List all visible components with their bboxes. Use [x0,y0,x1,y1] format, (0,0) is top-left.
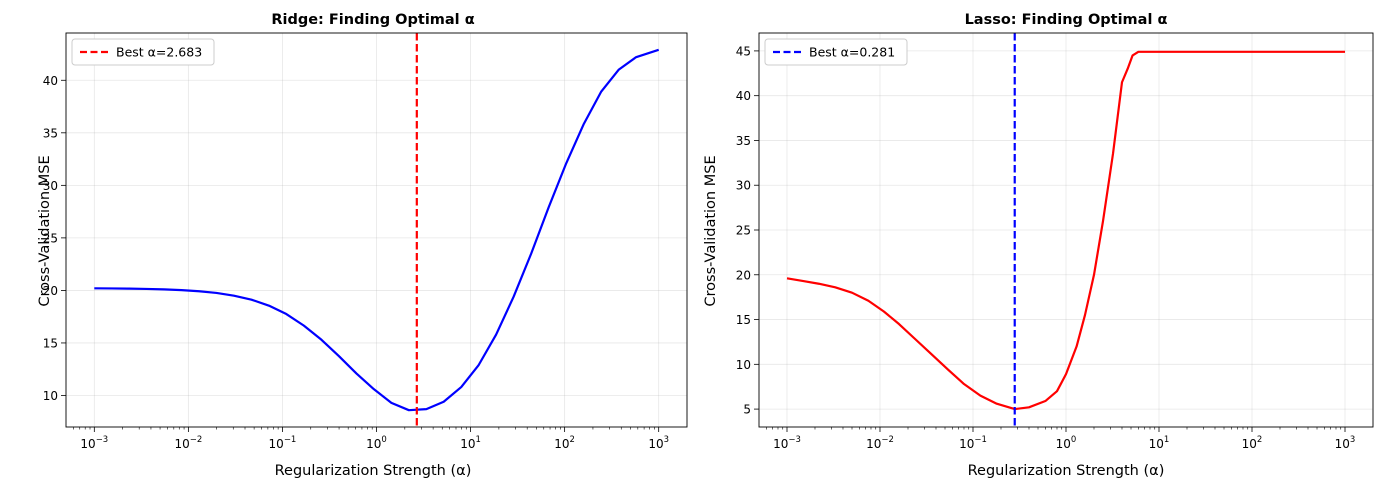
lasso-legend: Best α=0.281 [764,38,908,66]
lasso-gridlines [759,33,1373,427]
lasso-axis-ticks: 10−3 10−2 10−1 100 101 102 103 5 10 15 20 25 30 35 40 4… [736,44,1356,451]
ridge-y-tick-label: 20 [43,284,58,298]
lasso-series-layer [786,50,1345,411]
lasso-legend-box [764,38,908,66]
lasso-y-tick-label: 10 [736,358,751,372]
lasso-x-tick-label: 10−1 [959,435,987,451]
ridge-legend-box [71,38,215,66]
ridge-y-tick-label: 40 [43,74,58,88]
lasso-y-tick-label: 25 [736,224,751,238]
lasso-x-tick-label: 102 [1242,435,1263,451]
ridge-cv-mse-line [94,48,660,412]
lasso-y-tick-label: 40 [736,89,751,103]
ridge-y-tick-label: 30 [43,179,58,193]
lasso-x-tick-label: 100 [1056,435,1077,451]
ridge-x-tick-label: 103 [648,435,669,451]
lasso-subplot: Lasso: Finding Optimal α Regularization … [703,12,1374,479]
lasso-y-tick-label: 35 [736,134,751,148]
ridge-x-tick-label: 10−2 [174,435,202,451]
ridge-x-tick-label: 101 [460,435,481,451]
ridge-legend-label: Best α=2.683 [116,45,202,60]
ridge-chart-title: Ridge: Finding Optimal α [271,12,474,28]
ridge-y-tick-label: 25 [43,231,58,245]
ridge-gridlines [66,33,687,427]
ridge-y-axis-label: Cross-Validation MSE [37,155,53,306]
ridge-subplot: Ridge: Finding Optimal α Regularization … [37,12,688,479]
lasso-y-tick-label: 20 [736,268,751,282]
ridge-legend: Best α=2.683 [71,38,215,66]
lasso-x-axis-label: Regularization Strength (α) [968,463,1165,479]
ridge-x-tick-label: 10−3 [80,435,108,451]
lasso-x-tick-label: 10−3 [773,435,801,451]
ridge-axis-ticks: 10−3 10−2 10−1 100 101 102 103 10 15 20 25 30 35 40 [43,74,669,451]
lasso-legend-label: Best α=0.281 [809,45,895,60]
ridge-x-axis-label: Regularization Strength (α) [275,463,472,479]
lasso-y-tick-label: 15 [736,313,751,327]
lasso-x-tick-label: 103 [1335,435,1356,451]
lasso-x-tick-label: 101 [1149,435,1170,451]
ridge-y-tick-label: 10 [43,389,58,403]
lasso-y-axis-label: Cross-Validation MSE [703,155,719,306]
lasso-cv-mse-line [786,50,1345,411]
lasso-y-tick-label: 30 [736,179,751,193]
ridge-x-tick-label: 10−1 [269,435,297,451]
lasso-chart-title: Lasso: Finding Optimal α [965,12,1168,28]
lasso-y-tick-label: 5 [743,403,751,417]
lasso-x-tick-label: 10−2 [866,435,894,451]
lasso-y-tick-label: 45 [736,44,751,58]
ridge-series-layer [94,48,660,412]
ridge-x-tick-label: 102 [554,435,575,451]
ridge-y-tick-label: 35 [43,126,58,140]
ridge-y-tick-label: 15 [43,336,58,350]
ridge-x-tick-label: 100 [366,435,387,451]
